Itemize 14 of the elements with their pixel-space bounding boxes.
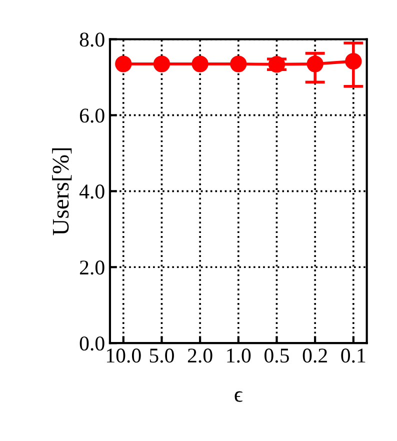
- y-tick-label: 4.0: [79, 184, 104, 199]
- x-tick-label: 5.0: [150, 348, 174, 363]
- y-tick-label: 8.0: [80, 32, 104, 47]
- x-tick-label: 0.2: [302, 348, 327, 363]
- x-tick-label: 1.0: [227, 348, 251, 363]
- x-tick-label: 0.5: [264, 348, 289, 363]
- y-tick-label: 2.0: [80, 260, 104, 275]
- x-tick-label: 10.0: [106, 348, 141, 363]
- x-tick-label: 0.1: [341, 348, 366, 363]
- y-axis-title: Users[%]: [52, 148, 72, 236]
- x-axis-title: ϵ: [234, 391, 242, 402]
- y-tick-label: 0.0: [80, 336, 104, 351]
- y-tick-label: 6.0: [80, 108, 104, 123]
- x-tick-label: 2.0: [188, 348, 212, 363]
